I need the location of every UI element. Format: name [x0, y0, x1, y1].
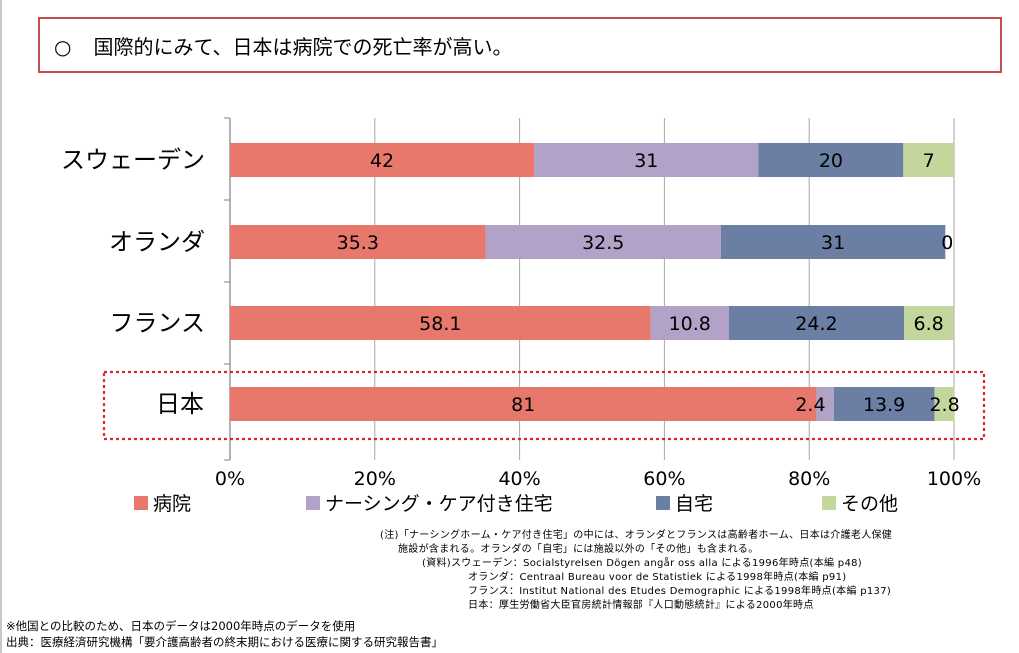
japan-highlight-frame — [102, 370, 986, 441]
legend-swatch — [306, 496, 320, 510]
stacked-bar-chart: 42 31 20 7 35.3 32.5 31 0 58.1 10.8 24.2 6.8 81 2.4 13… — [61, 117, 986, 515]
bar-segment — [230, 306, 651, 340]
headline: ○ 国際的にみて、日本は病院での死亡率が高い。 — [54, 31, 512, 60]
bar-segment — [758, 143, 904, 177]
data-label: 32.5 — [582, 232, 624, 254]
bar-segment — [534, 143, 759, 177]
data-label: 7 — [923, 150, 935, 172]
bar-segment — [833, 387, 935, 421]
category-label: スウェーデン — [61, 146, 205, 174]
data-label: 24.2 — [795, 313, 837, 335]
legend-label: その他 — [841, 493, 898, 515]
bar-segment — [934, 387, 955, 421]
data-label: 6.8 — [914, 313, 944, 335]
bar-segment — [230, 143, 535, 177]
note-line: (注)「ナーシングホーム・ケア付き住宅」の中には、オランダとフランスは高齢者ホー… — [380, 530, 893, 541]
note-line: 施設が含まれる。オランダの「自宅」には施設以外の「その他」も含まれる。 — [398, 544, 759, 555]
data-label: 35.3 — [337, 232, 379, 254]
x-tick-label: 20% — [354, 468, 396, 490]
legend-label: 病院 — [153, 493, 191, 515]
data-label: 2.8 — [929, 394, 959, 416]
bar-segment — [230, 387, 817, 421]
bar-segment — [904, 306, 954, 340]
x-tick-label: 40% — [498, 468, 540, 490]
data-label: 13.9 — [863, 394, 905, 416]
legend-label: ナーシング・ケア付き住宅 — [325, 493, 553, 515]
legend-swatch — [656, 496, 670, 510]
note-line: 日本：厚生労働省大臣官房統計情報部『人口動態統計』による2000年時点 — [468, 600, 814, 611]
category-label: 日本 — [156, 390, 204, 418]
bar-segment — [816, 387, 834, 421]
data-label: 31 — [634, 150, 658, 172]
category-label: フランス — [109, 309, 205, 337]
bar-segment — [720, 225, 946, 259]
footer-source: 出典：医療経済研究機構「要介護高齢者の終末期における医療に関する研究報告書」 — [6, 635, 443, 649]
bar-segment — [485, 225, 721, 259]
data-label: 10.8 — [669, 313, 711, 335]
legend-swatch — [822, 496, 836, 510]
bars: 42 31 20 7 35.3 32.5 31 0 58.1 10.8 24.2 6.8 81 2.4 13… — [230, 143, 960, 421]
data-label: 81 — [511, 394, 535, 416]
footer-note: ※他国との比較のため、日本のデータは2000年時点のデータを使用 — [6, 619, 356, 633]
page-left-rule — [0, 0, 2, 653]
legend: 病院 ナーシング・ケア付き住宅 自宅 その他 — [134, 493, 898, 515]
data-label: 58.1 — [419, 313, 461, 335]
legend-swatch — [134, 496, 148, 510]
x-tick-label: 100% — [927, 468, 981, 490]
data-label: 0 — [941, 232, 953, 254]
note-line: オランダ：Centraal Bureau voor de Statistiek … — [468, 572, 847, 583]
headline-marker: ○ — [54, 35, 72, 59]
notes-block: (注)「ナーシングホーム・ケア付き住宅」の中には、オランダとフランスは高齢者ホー… — [360, 529, 1000, 613]
note-line: (資料)スウェーデン：Socialstyrelsen Dögen angår o… — [422, 558, 862, 569]
x-tick-label: 60% — [643, 468, 685, 490]
x-tick-label: 0% — [215, 468, 245, 490]
note-line: フランス：Institut National des Etudes Demogr… — [468, 586, 892, 597]
bar-segment — [903, 143, 954, 177]
data-label: 42 — [370, 150, 394, 172]
headline-box: ○ 国際的にみて、日本は病院での死亡率が高い。 — [38, 17, 1002, 73]
legend-label: 自宅 — [675, 493, 713, 515]
x-tick-label: 80% — [788, 468, 830, 490]
category-label: オランダ — [109, 228, 205, 256]
data-label: 2.4 — [795, 394, 825, 416]
bar-segment — [650, 306, 729, 340]
x-tick-labels: 0% 20% 40% 60% 80% 100% — [215, 468, 981, 490]
bar-segment — [230, 225, 486, 259]
headline-text: 国際的にみて、日本は病院での死亡率が高い。 — [93, 35, 513, 59]
data-label: 31 — [821, 232, 845, 254]
bar-segment — [728, 306, 905, 340]
data-label: 20 — [819, 150, 843, 172]
